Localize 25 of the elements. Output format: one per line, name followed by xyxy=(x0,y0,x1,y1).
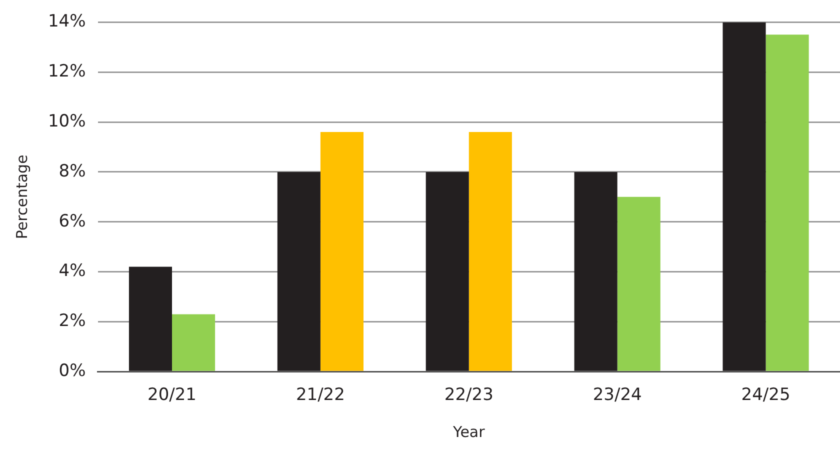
y-tick-label: 0% xyxy=(58,361,86,382)
x-tick-label: 21/22 xyxy=(296,385,345,406)
y-axis-title: Percentage xyxy=(12,154,31,240)
y-tick-label: 14% xyxy=(48,12,86,32)
bar xyxy=(617,196,660,371)
bar xyxy=(722,22,766,371)
bar xyxy=(172,314,216,371)
x-axis-title: Year xyxy=(452,422,486,441)
bar xyxy=(128,266,172,371)
bar xyxy=(320,132,364,371)
y-tick-label: 4% xyxy=(58,261,86,282)
bar xyxy=(468,132,512,371)
x-tick-label: 23/24 xyxy=(592,385,642,406)
y-tick-label: 6% xyxy=(58,211,86,232)
bar xyxy=(766,34,809,371)
y-tick-label: 10% xyxy=(48,111,86,132)
bar xyxy=(574,172,618,371)
x-tick-label: 22/23 xyxy=(444,385,494,406)
bar xyxy=(277,172,320,371)
y-tick-label: 12% xyxy=(48,62,86,82)
y-tick-label: 8% xyxy=(58,161,86,182)
x-tick-label: 20/21 xyxy=(148,385,197,406)
y-tick-label: 2% xyxy=(58,311,86,332)
x-tick-label: 24/25 xyxy=(741,385,790,406)
bar xyxy=(426,172,469,371)
